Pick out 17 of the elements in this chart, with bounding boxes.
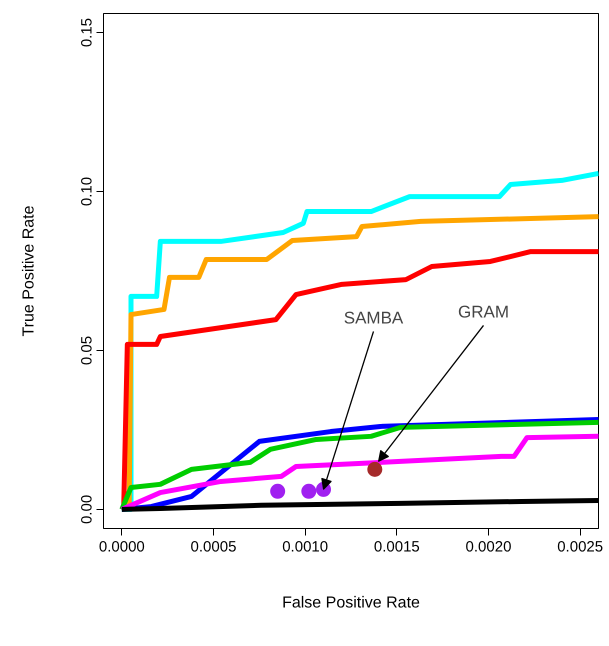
x-tick-label: 0.0000 <box>98 538 145 556</box>
point <box>301 484 316 499</box>
x-tick-label: 0.0015 <box>374 538 420 556</box>
y-tick-label: 0.05 <box>78 336 96 366</box>
x-tick-label: 0.0005 <box>190 538 236 556</box>
x-tick-label: 0.0020 <box>466 538 512 556</box>
point <box>270 484 286 499</box>
point <box>367 462 382 477</box>
annotation: GRAM <box>458 302 509 322</box>
x-tick-label: 0.0025 <box>557 538 604 556</box>
x-tick-label: 0.0010 <box>282 538 328 556</box>
y-tick-label: 0.10 <box>78 176 96 206</box>
annotation: SAMBA <box>344 308 404 328</box>
x-axis-title: False Positive Rate <box>282 594 420 612</box>
y-tick-label: 0.00 <box>78 494 96 524</box>
y-axis-title: True Positive Rate <box>20 205 38 337</box>
y-tick-label: 0.15 <box>78 18 96 48</box>
